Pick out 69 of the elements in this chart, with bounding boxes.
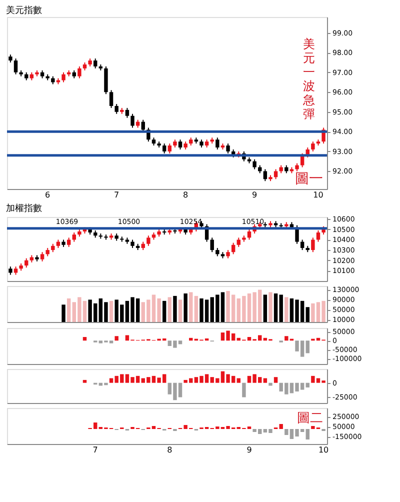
candlestick <box>168 143 172 154</box>
annotation: 美元一波急彈 <box>302 37 315 121</box>
bar <box>263 294 268 322</box>
candlestick <box>130 113 134 128</box>
bar <box>82 380 87 383</box>
bar <box>168 297 172 322</box>
x-tick-label: 8 <box>167 446 172 454</box>
candlestick <box>210 237 214 253</box>
bar <box>114 336 118 341</box>
candlestick <box>311 237 315 253</box>
bar <box>236 378 240 383</box>
bar <box>82 337 87 341</box>
bar <box>173 296 177 322</box>
candlestick <box>66 237 71 248</box>
candlestick <box>162 143 166 154</box>
annotation: 圖二 <box>297 411 323 426</box>
candlestick <box>94 58 98 69</box>
x-tick-label: 7 <box>92 446 98 454</box>
candlestick <box>40 252 44 262</box>
candlestick <box>263 168 268 182</box>
candlestick <box>247 228 252 240</box>
bar <box>306 429 310 440</box>
x-tick-label: 10 <box>313 190 324 200</box>
bar <box>242 382 246 398</box>
candlestick <box>178 139 182 150</box>
candlestick <box>78 66 82 79</box>
candlestick <box>216 137 220 150</box>
x-tick-label: 9 <box>252 190 258 200</box>
candlestick <box>24 258 28 268</box>
x-tick-label: 8 <box>183 190 188 200</box>
candlestick <box>311 141 315 152</box>
x-tick-label: 7 <box>114 190 120 200</box>
x-tick-label: 10 <box>318 446 329 454</box>
bar <box>184 293 188 322</box>
chart-title: 加權指數 <box>6 203 42 214</box>
bar <box>178 300 182 322</box>
candlestick <box>14 58 18 75</box>
candlestick <box>226 143 230 154</box>
candlestick <box>236 237 240 248</box>
bar <box>194 296 198 322</box>
bar <box>66 298 71 322</box>
candlestick <box>125 107 130 118</box>
bar <box>162 300 166 322</box>
chart-title: 美元指數 <box>6 5 42 16</box>
bar <box>284 297 288 322</box>
candlestick <box>72 232 76 242</box>
bar <box>109 300 114 322</box>
candlestick <box>104 66 108 95</box>
candlestick <box>316 230 320 242</box>
bar <box>268 382 272 386</box>
bar <box>263 378 268 383</box>
candlestick <box>109 90 114 108</box>
annotation: 圖一 <box>295 171 323 187</box>
candlestick <box>114 103 118 114</box>
bar <box>274 377 278 383</box>
bar <box>189 292 193 322</box>
x-tick-label: 9 <box>246 446 252 454</box>
candlestick <box>231 242 236 255</box>
bar <box>306 382 310 388</box>
x-tick-label: 6 <box>45 190 50 200</box>
bar <box>306 307 310 322</box>
bar <box>306 340 310 354</box>
candlestick <box>274 168 278 180</box>
bar <box>268 292 272 322</box>
bar <box>62 304 66 322</box>
candlestick <box>146 235 150 246</box>
candlestick <box>62 72 66 83</box>
candlestick <box>300 239 304 251</box>
candlestick <box>252 158 256 170</box>
